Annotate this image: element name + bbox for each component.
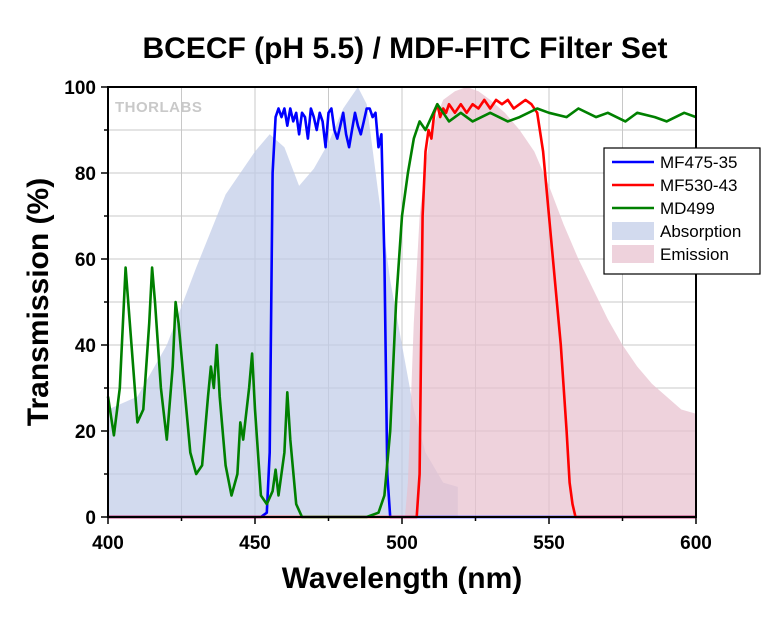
- legend-swatch-absorption: [612, 222, 654, 240]
- y-tick-label: 80: [75, 164, 96, 185]
- legend-label-md499: MD499: [660, 199, 715, 218]
- series-emission-area: [404, 87, 696, 517]
- thorlabs-watermark: THORLABS: [115, 99, 202, 116]
- legend-label-emission: Emission: [660, 245, 729, 264]
- y-tick-label: 40: [75, 336, 96, 357]
- chart-title: BCECF (pH 5.5) / MDF-FITC Filter Set: [143, 32, 668, 65]
- y-tick-label: 0: [85, 508, 96, 529]
- y-tick-label: 100: [64, 78, 96, 99]
- x-tick-label: 500: [386, 533, 418, 554]
- x-tick-label: 550: [533, 533, 565, 554]
- legend-swatch-emission: [612, 245, 654, 263]
- area-layer: [108, 87, 696, 517]
- series-absorption-area: [108, 87, 458, 517]
- series-md499-line: [106, 102, 697, 519]
- x-tick-label: 600: [680, 533, 712, 554]
- series-mf530-43-line: [108, 98, 696, 519]
- series-mf475-35-line: [108, 107, 696, 519]
- y-tick-label: 20: [75, 422, 96, 443]
- x-tick-label: 400: [92, 533, 124, 554]
- x-axis-label: Wavelength (nm): [282, 562, 523, 595]
- axis-layer: 400 450 500 550 600 0 20 40 60 80 100: [64, 78, 712, 554]
- legend-label-absorption: Absorption: [660, 222, 741, 241]
- y-tick-label: 60: [75, 250, 96, 271]
- line-layer: [106, 98, 697, 519]
- legend: MF475-35 MF530-43 MD499 Absorption Emission: [603, 147, 761, 275]
- legend-label-mf475-35: MF475-35: [660, 153, 737, 172]
- y-axis-label: Transmission (%): [22, 178, 55, 426]
- legend-label-mf530-43: MF530-43: [660, 176, 737, 195]
- x-tick-label: 450: [239, 533, 271, 554]
